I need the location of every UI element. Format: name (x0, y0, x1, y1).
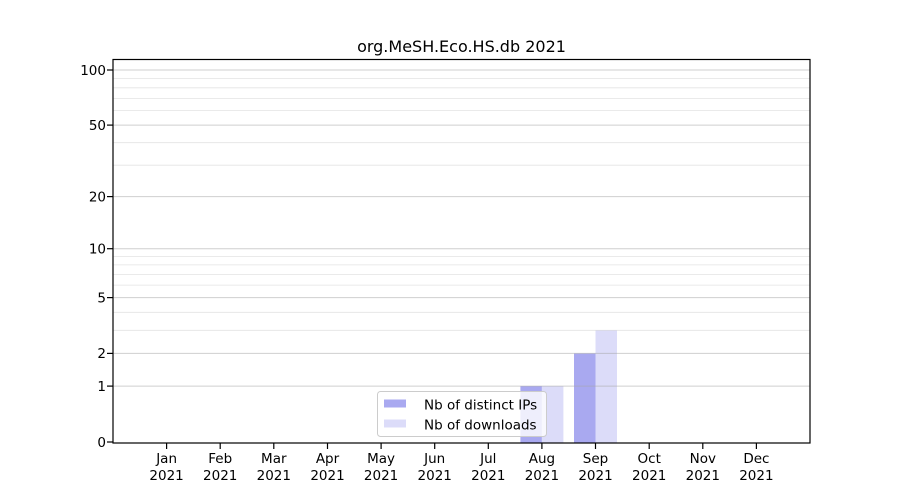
y-tick-label-10: 10 (89, 242, 106, 258)
x-tick-label-month-aug: Aug (529, 451, 555, 467)
x-tick-label-year-oct: 2021 (632, 468, 666, 484)
x-tick-label-month-dec: Dec (743, 451, 769, 467)
x-tick-label-year-apr: 2021 (310, 468, 344, 484)
x-tick-label-year-aug: 2021 (525, 468, 559, 484)
y-tick-label-5: 5 (97, 290, 106, 306)
y-tick-label-2: 2 (97, 346, 106, 362)
y-tick-label-20: 20 (89, 189, 106, 205)
y-tick-label-1: 1 (97, 379, 106, 395)
legend-swatch-downloads-icon (384, 419, 406, 428)
x-tick-label-month-feb: Feb (208, 451, 232, 467)
plot-border (112, 58, 811, 444)
x-tick-label-year-jun: 2021 (418, 468, 452, 484)
bar-distinct-ips-sep-2021 (574, 353, 596, 443)
legend-box (377, 391, 547, 437)
x-tick-label-month-jan: Jan (155, 451, 177, 467)
legend: Nb of distinct IPs Nb of downloads (377, 391, 547, 437)
x-tick-label-month-oct: Oct (638, 451, 661, 467)
x-tick-label-month-mar: Mar (261, 451, 287, 467)
x-tick-label-month-apr: Apr (316, 451, 340, 467)
y-tick-label-100: 100 (80, 63, 106, 79)
bar-downloads-aug-2021 (541, 386, 564, 443)
x-tick-label-month-nov: Nov (690, 451, 716, 467)
y-tick-label-0: 0 (97, 435, 106, 451)
x-tick-label-month-may: May (367, 451, 395, 467)
x-tick-label-month-jul: Jul (479, 451, 496, 467)
x-tick-label-year-feb: 2021 (203, 468, 237, 484)
legend-label-distinct-ips: Nb of distinct IPs (424, 398, 537, 414)
legend-label-downloads: Nb of downloads (424, 418, 537, 434)
x-tick-label-month-sep: Sep (583, 451, 608, 467)
x-tick-label-year-jan: 2021 (149, 468, 183, 484)
x-tick-label-year-sep: 2021 (578, 468, 612, 484)
x-tick-label-month-jun: Jun (423, 451, 445, 467)
x-tick-label-year-jul: 2021 (471, 468, 505, 484)
x-tick-label-year-dec: 2021 (739, 468, 773, 484)
x-tick-label-year-mar: 2021 (257, 468, 291, 484)
x-tick-label-year-may: 2021 (364, 468, 398, 484)
y-tick-label-50: 50 (89, 118, 106, 134)
legend-swatch-distinct-ips-icon (384, 399, 406, 408)
axes-layer: 0125102050100Jan2021Feb2021Mar2021Apr202… (80, 63, 773, 484)
grid-layer (113, 69, 810, 387)
chart-title: org.MeSH.Eco.HS.db 2021 (357, 37, 566, 56)
x-tick-label-year-nov: 2021 (686, 468, 720, 484)
bar-downloads-sep-2021 (595, 330, 617, 443)
